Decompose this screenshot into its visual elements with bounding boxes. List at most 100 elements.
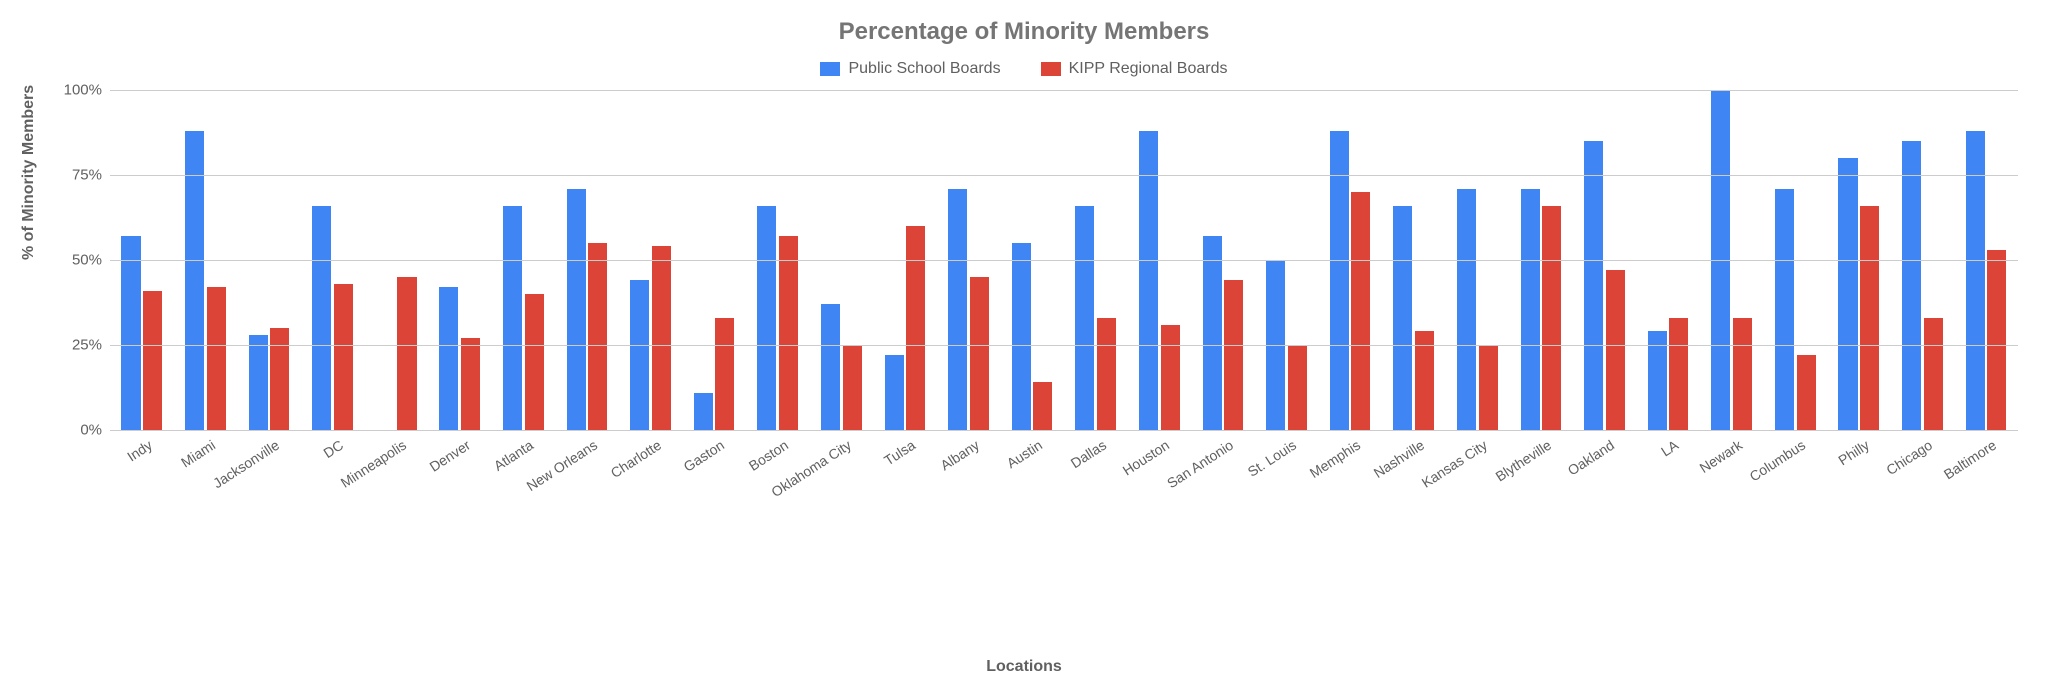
bar-kipp [1733, 318, 1752, 430]
bar-public [1521, 189, 1540, 430]
x-tick-label: Memphis [1307, 437, 1363, 481]
plot-area: IndyMiamiJacksonvilleDCMinneapolisDenver… [110, 90, 2018, 430]
x-tick-label: DC [320, 437, 346, 461]
bar-public [567, 189, 586, 430]
bar-kipp [843, 345, 862, 430]
x-tick-label: Gaston [681, 437, 728, 475]
bar-kipp [1797, 355, 1816, 430]
legend-label-kipp: KIPP Regional Boards [1069, 60, 1228, 78]
bar-kipp [1924, 318, 1943, 430]
bar-kipp [715, 318, 734, 430]
x-tick-label: Miami [178, 437, 218, 471]
x-tick-label: LA [1658, 437, 1681, 460]
bar-public [249, 335, 268, 430]
y-tick-label: 0% [52, 422, 102, 439]
bar-kipp [1606, 270, 1625, 430]
x-tick-label: St. Louis [1245, 437, 1299, 480]
legend: Public School Boards KIPP Regional Board… [0, 60, 2048, 78]
gridline [110, 90, 2018, 91]
gridline [110, 430, 2018, 431]
x-tick-label: Houston [1120, 437, 1172, 479]
x-tick-label: Austin [1004, 437, 1045, 472]
plot-outer: Indy MiamiJacksonville DCMinneapolis Denver… [110, 90, 2018, 530]
bar-kipp [397, 277, 416, 430]
x-tick-label: Baltimore [1941, 437, 1999, 483]
x-tick-label: Philly [1835, 437, 1872, 469]
bar-public [1775, 189, 1794, 430]
bar-public [885, 355, 904, 430]
y-tick-label: 75% [52, 167, 102, 184]
bar-public [1457, 189, 1476, 430]
bar-kipp [1033, 382, 1052, 430]
x-tick-label: Newark [1696, 437, 1745, 476]
x-tick-label: Chicago [1884, 437, 1936, 478]
y-axis-title: % of Minority Members [20, 85, 38, 260]
x-tick-label: Dallas [1067, 437, 1108, 472]
x-tick-label: Charlotte [607, 437, 663, 481]
bar-public [630, 280, 649, 430]
x-tick-label: San Antonio [1164, 437, 1236, 492]
x-tick-label: New Orleans [523, 437, 600, 494]
bar-public [1648, 331, 1667, 430]
x-tick-label: Columbus [1747, 437, 1809, 485]
bar-kipp [779, 236, 798, 430]
bar-public [121, 236, 140, 430]
x-tick-label: Blytheville [1492, 437, 1554, 485]
bar-kipp [1224, 280, 1243, 430]
x-tick-label: Boston [746, 437, 791, 474]
bar-kipp [461, 338, 480, 430]
legend-swatch-public [820, 62, 840, 76]
bar-kipp [1542, 206, 1561, 430]
bar-kipp [1415, 331, 1434, 430]
legend-swatch-kipp [1041, 62, 1061, 76]
bar-public [1075, 206, 1094, 430]
bar-kipp [1097, 318, 1116, 430]
chart-title: Percentage of Minority Members [0, 0, 2048, 46]
x-tick-label: Denver [426, 437, 473, 475]
bar-public [757, 206, 776, 430]
bar-kipp [588, 243, 607, 430]
gridline [110, 260, 2018, 261]
x-tick-label: Atlanta [491, 437, 536, 474]
y-tick-label: 50% [52, 252, 102, 269]
bar-kipp [1860, 206, 1879, 430]
bar-public [439, 287, 458, 430]
bar-kipp [1161, 325, 1180, 430]
x-tick-label: Tulsa [881, 437, 918, 469]
bar-kipp [1987, 250, 2006, 430]
bar-kipp [207, 287, 226, 430]
gridline [110, 345, 2018, 346]
legend-label-public: Public School Boards [848, 60, 1000, 78]
x-tick-label: Minneapolis [338, 437, 409, 491]
bar-kipp [1479, 345, 1498, 430]
bar-public [1902, 141, 1921, 430]
chart-container: Percentage of Minority Members Public Sc… [0, 0, 2048, 690]
bar-kipp [270, 328, 289, 430]
x-tick-label: Jacksonville [210, 437, 282, 492]
bar-kipp [1669, 318, 1688, 430]
bar-public [821, 304, 840, 430]
x-tick-label: Kansas City [1419, 437, 1490, 491]
x-tick-label: Oakland [1565, 437, 1617, 479]
bar-kipp [652, 246, 671, 430]
bar-kipp [1351, 192, 1370, 430]
x-axis-title: Locations [0, 658, 2048, 676]
gridline [110, 175, 2018, 176]
bar-public [1393, 206, 1412, 430]
bar-public [694, 393, 713, 430]
bar-kipp [525, 294, 544, 430]
x-tick-label: Indy [124, 437, 155, 465]
bar-kipp [906, 226, 925, 430]
legend-item-public: Public School Boards [820, 60, 1000, 78]
bar-public [312, 206, 331, 430]
bar-public [1838, 158, 1857, 430]
x-tick-label: Albany [937, 437, 982, 474]
bar-kipp [143, 291, 162, 430]
bar-public [1012, 243, 1031, 430]
y-tick-label: 25% [52, 337, 102, 354]
bar-public [1584, 141, 1603, 430]
bar-public [503, 206, 522, 430]
bar-kipp [334, 284, 353, 430]
y-tick-label: 100% [52, 82, 102, 99]
bar-public [948, 189, 967, 430]
